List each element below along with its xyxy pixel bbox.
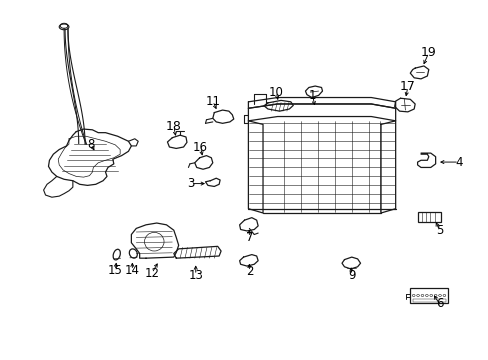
Text: 9: 9 xyxy=(347,269,355,282)
Text: 15: 15 xyxy=(108,264,122,277)
Text: 14: 14 xyxy=(124,264,140,277)
Text: 4: 4 xyxy=(454,156,462,168)
Text: 10: 10 xyxy=(268,86,283,99)
Text: 1: 1 xyxy=(308,89,316,102)
Text: 3: 3 xyxy=(187,177,194,190)
Text: 7: 7 xyxy=(245,231,253,244)
Text: 8: 8 xyxy=(87,138,94,150)
Text: 18: 18 xyxy=(165,120,182,133)
Text: 16: 16 xyxy=(193,141,208,154)
Text: 12: 12 xyxy=(144,267,159,280)
Bar xyxy=(412,299,445,302)
Text: 6: 6 xyxy=(435,297,443,310)
Text: 13: 13 xyxy=(188,269,203,282)
Bar xyxy=(409,288,447,303)
Text: 17: 17 xyxy=(399,80,415,93)
Text: 2: 2 xyxy=(245,265,253,278)
Text: 11: 11 xyxy=(205,95,220,108)
Text: 5: 5 xyxy=(435,224,442,237)
Text: 19: 19 xyxy=(420,46,436,59)
